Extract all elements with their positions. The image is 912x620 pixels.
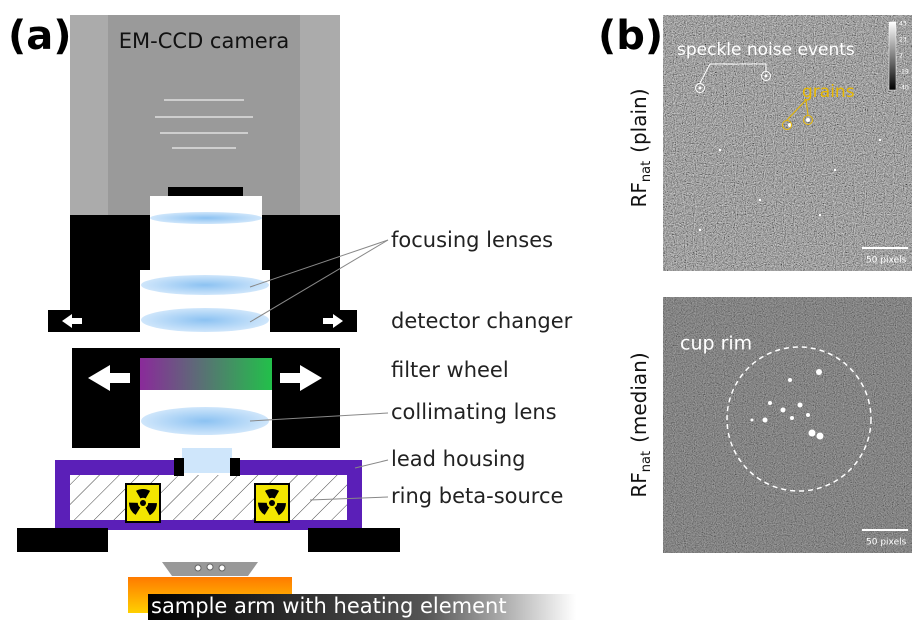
beta-source: [70, 475, 347, 520]
image-median: [663, 297, 912, 553]
radiation-icon: [255, 484, 289, 522]
annotation: cup rim: [680, 333, 752, 355]
colorbar-tick: -19: [899, 69, 909, 76]
lens-gap: [150, 196, 262, 215]
sensor: [168, 187, 243, 196]
image-plain: [663, 15, 912, 271]
sample-label: sample arm with heating element: [151, 594, 507, 618]
scale-label: 50 pixels: [866, 256, 907, 266]
grains: [194, 563, 226, 572]
filter-housing: [72, 348, 340, 448]
scale-label: 50 pixels: [866, 538, 907, 548]
y-label: RFnat(median): [627, 352, 654, 497]
beam: [182, 448, 232, 473]
panel-label: (a): [8, 13, 72, 59]
markers: [695, 63, 813, 130]
lens: [150, 212, 262, 224]
panel-label: (b): [598, 13, 663, 59]
label: collimating lens: [391, 400, 557, 424]
label: ring beta-source: [391, 484, 563, 508]
label: focusing lenses: [391, 228, 553, 252]
colorbar: [888, 21, 897, 91]
base: [17, 528, 400, 552]
y-label: RFnat(plain): [627, 88, 654, 207]
leader-lines: [249, 239, 389, 501]
camera-label: EM-CCD camera: [119, 29, 289, 53]
label: detector changer: [391, 309, 573, 333]
colorbar-tick: -40: [899, 85, 909, 92]
caption-bar: [148, 594, 576, 620]
colorbar-tick: 43: [899, 21, 907, 28]
label: filter wheel: [391, 358, 509, 382]
colorbar-tick: 2: [899, 53, 903, 60]
detector-changer: [48, 310, 357, 332]
annotation: grains: [802, 82, 855, 102]
lens: [141, 308, 269, 332]
lens: [141, 275, 269, 295]
filter: [140, 358, 272, 390]
radiation-icon: [126, 484, 160, 522]
lens-housing: [70, 215, 340, 310]
camera-body: [108, 15, 300, 215]
aperture: [174, 458, 240, 476]
colorbar-tick: 23: [899, 37, 907, 44]
camera-lines: [155, 99, 253, 149]
grain-spots: [750, 369, 824, 440]
cup-rim: [726, 346, 872, 492]
annotation: speckle noise events: [677, 40, 855, 60]
lens: [141, 407, 269, 435]
label: lead housing: [391, 447, 526, 471]
